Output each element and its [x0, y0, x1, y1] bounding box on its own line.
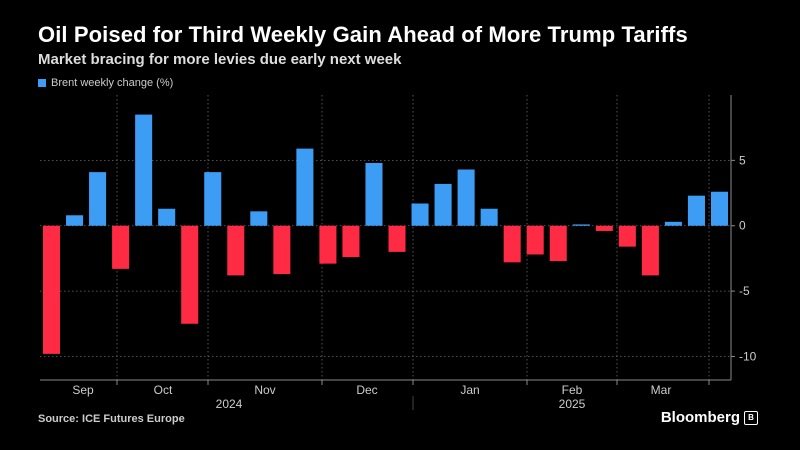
- y-tick-label: -5: [739, 284, 750, 298]
- bloomberg-logo: Bloomberg B: [661, 409, 758, 426]
- bar-week-23: [549, 225, 567, 262]
- bar-week-22: [526, 225, 544, 255]
- legend: Brent weekly change (%): [38, 77, 173, 89]
- chart-subtitle: Market bracing for more levies due early…: [38, 51, 402, 68]
- year-label: 2025: [559, 397, 586, 411]
- x-tick-label: Nov: [254, 383, 275, 397]
- y-tick-label: -10: [739, 349, 757, 363]
- bloomberg-icon: B: [744, 410, 758, 425]
- year-label: 2024: [216, 397, 243, 411]
- y-tick-label: 0: [739, 219, 746, 233]
- bar-week-26: [618, 225, 636, 247]
- bar-week-5: [135, 114, 153, 226]
- bar-week-7: [181, 225, 199, 324]
- bar-week-13: [319, 225, 337, 264]
- bar-week-9: [227, 225, 245, 276]
- bar-week-18: [434, 183, 452, 226]
- bar-week-8: [204, 172, 222, 226]
- bar-week-29: [687, 195, 705, 226]
- bar-week-1: [42, 225, 61, 354]
- bar-week-6: [158, 208, 176, 226]
- y-tick-label: 5: [739, 153, 746, 167]
- bar-week-30: [710, 191, 728, 226]
- x-tick-label: Mar: [651, 383, 672, 397]
- bar-week-12: [296, 148, 314, 226]
- legend-swatch: [38, 79, 46, 87]
- x-tick-label: Oct: [154, 383, 173, 397]
- x-tick-label: Jan: [460, 383, 479, 397]
- brand-label: Bloomberg: [660, 409, 740, 426]
- bar-week-3: [89, 172, 107, 226]
- bar-week-14: [342, 225, 360, 258]
- bar-week-16: [388, 225, 406, 252]
- x-tick-label: Dec: [356, 383, 377, 397]
- bar-week-2: [66, 215, 84, 226]
- source-note: Source: ICE Futures Europe: [38, 413, 185, 425]
- chart-title: Oil Poised for Third Weekly Gain Ahead o…: [38, 22, 688, 47]
- bar-week-10: [250, 211, 268, 226]
- bar-week-17: [411, 203, 429, 226]
- x-tick-label: Feb: [562, 383, 583, 397]
- bar-week-27: [641, 225, 659, 276]
- bar-week-28: [664, 221, 682, 226]
- bar-week-25: [595, 225, 613, 231]
- bar-week-21: [503, 225, 521, 263]
- x-tick-label: Sep: [72, 383, 94, 397]
- bar-week-24: [572, 224, 590, 226]
- bar-week-19: [457, 169, 475, 226]
- bar-week-11: [273, 225, 291, 275]
- bar-week-20: [480, 208, 498, 226]
- legend-label: Brent weekly change (%): [51, 77, 174, 89]
- bar-week-4: [112, 225, 130, 269]
- bar-week-15: [365, 162, 383, 226]
